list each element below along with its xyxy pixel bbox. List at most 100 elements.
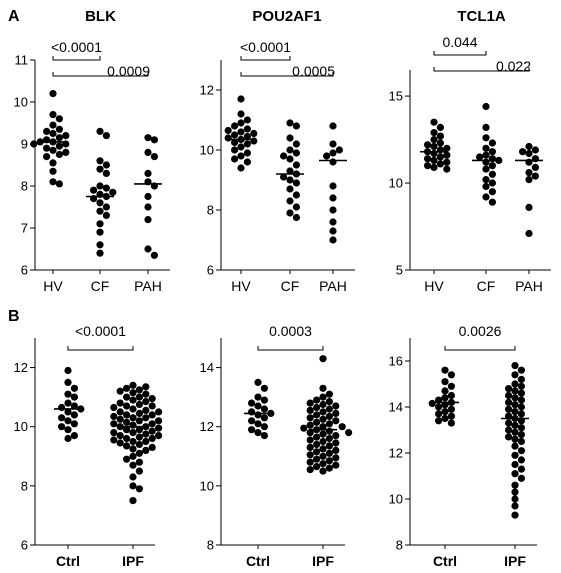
data-point bbox=[129, 497, 137, 505]
data-point bbox=[325, 420, 333, 428]
data-point bbox=[306, 451, 314, 459]
chart-1: BLK 6 7 8 9 10 11 HV CF PAH <0.0001 0.0009 bbox=[14, 8, 170, 294]
y-tick-label: 8 bbox=[21, 478, 28, 493]
data-point bbox=[511, 495, 519, 503]
y-tick-label: 12 bbox=[200, 83, 214, 98]
data-point bbox=[224, 126, 232, 135]
data-point bbox=[319, 400, 327, 409]
data-point bbox=[142, 390, 150, 398]
data-point bbox=[488, 179, 496, 187]
data-point bbox=[254, 378, 262, 386]
data-point bbox=[142, 406, 150, 414]
y-tick-label: 10 bbox=[14, 95, 28, 110]
data-point bbox=[517, 474, 526, 482]
data-point bbox=[129, 452, 137, 460]
data-point bbox=[144, 134, 152, 142]
data-point bbox=[102, 184, 110, 192]
data-point bbox=[248, 426, 256, 434]
data-point bbox=[441, 414, 449, 423]
data-point bbox=[135, 467, 143, 475]
significance-bracket bbox=[67, 346, 134, 351]
data-point bbox=[424, 155, 432, 163]
data-point bbox=[243, 140, 251, 148]
data-point bbox=[319, 384, 327, 392]
panel-label-a: A bbox=[8, 8, 20, 25]
y-tick-label: 5 bbox=[396, 263, 403, 278]
y-tick-label: 15 bbox=[389, 89, 403, 104]
data-point bbox=[443, 158, 451, 166]
data-point bbox=[135, 485, 143, 493]
data-point bbox=[150, 136, 158, 144]
data-point bbox=[482, 151, 490, 159]
data-point bbox=[300, 424, 308, 432]
data-point bbox=[260, 405, 268, 413]
data-point bbox=[144, 216, 152, 224]
y-tick-label: 7 bbox=[21, 221, 28, 236]
data-point bbox=[243, 158, 251, 166]
data-point bbox=[110, 429, 118, 437]
data-point bbox=[248, 408, 256, 416]
data-point bbox=[313, 396, 321, 404]
y-tick-label: 8 bbox=[21, 179, 28, 194]
data-point bbox=[135, 433, 143, 441]
data-point bbox=[135, 449, 143, 457]
data-point bbox=[292, 191, 300, 199]
data-point bbox=[531, 163, 540, 171]
data-point bbox=[55, 150, 64, 159]
x-tick-label: Ctrl bbox=[246, 553, 270, 569]
x-tick-label: HV bbox=[43, 278, 63, 294]
data-point bbox=[517, 366, 526, 374]
data-point bbox=[96, 249, 104, 257]
data-point bbox=[505, 419, 513, 427]
data-point bbox=[313, 433, 321, 441]
data-point bbox=[129, 445, 137, 453]
data-point bbox=[447, 412, 455, 420]
chart-5: 8 10 12 14 Ctrl IPF 0.0003 bbox=[200, 323, 353, 569]
data-point bbox=[329, 218, 337, 226]
data-point bbox=[319, 393, 327, 401]
data-point bbox=[313, 440, 321, 449]
data-point bbox=[248, 399, 256, 407]
data-point bbox=[55, 134, 64, 142]
data-point bbox=[488, 188, 496, 196]
data-point bbox=[313, 463, 321, 471]
y-tick-label: 10 bbox=[200, 478, 214, 493]
data-point bbox=[511, 451, 519, 459]
data-point bbox=[110, 436, 118, 444]
data-point bbox=[70, 402, 78, 410]
data-point bbox=[129, 437, 137, 446]
data-point bbox=[319, 415, 327, 423]
x-tick-label: PAH bbox=[134, 278, 162, 294]
data-point bbox=[286, 134, 294, 142]
data-point bbox=[517, 389, 526, 397]
data-point bbox=[237, 152, 245, 160]
data-point bbox=[144, 192, 152, 201]
data-point bbox=[237, 143, 245, 151]
data-point bbox=[55, 142, 64, 150]
data-point bbox=[482, 134, 490, 142]
data-point bbox=[144, 245, 152, 253]
data-point bbox=[96, 199, 104, 207]
data-point bbox=[319, 423, 327, 431]
data-point bbox=[58, 414, 66, 422]
data-point bbox=[319, 355, 327, 363]
data-point bbox=[517, 456, 526, 464]
data-point bbox=[313, 411, 321, 419]
data-point bbox=[447, 405, 455, 413]
data-point bbox=[280, 173, 288, 181]
data-point bbox=[447, 419, 455, 427]
data-point bbox=[306, 458, 314, 466]
data-point bbox=[325, 412, 333, 420]
data-point bbox=[430, 156, 438, 164]
data-point bbox=[248, 417, 256, 425]
data-point bbox=[148, 443, 156, 451]
data-point bbox=[325, 449, 333, 457]
data-point bbox=[488, 148, 496, 156]
data-point bbox=[319, 408, 327, 416]
data-point bbox=[280, 152, 288, 160]
data-point bbox=[511, 470, 519, 478]
data-point bbox=[250, 129, 258, 138]
data-point bbox=[430, 118, 438, 126]
data-point bbox=[96, 182, 104, 190]
